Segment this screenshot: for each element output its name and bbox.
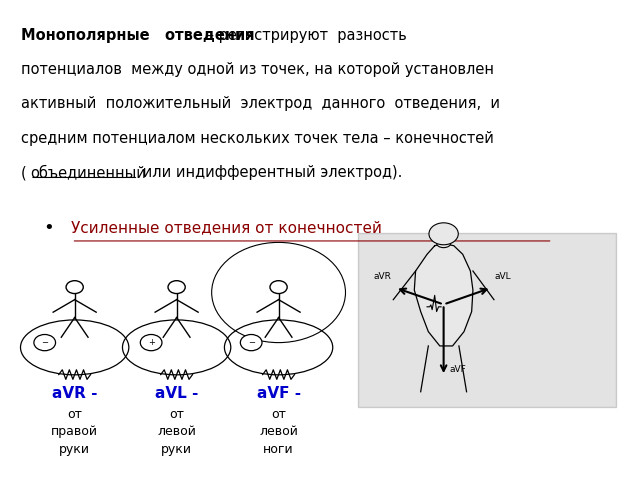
Text: aVR -: aVR - <box>52 385 97 400</box>
Text: или индифферентный электрод).: или индифферентный электрод). <box>138 165 403 180</box>
Circle shape <box>34 335 56 351</box>
Text: средним потенциалом нескольких точек тела – конечностей: средним потенциалом нескольких точек тел… <box>20 131 493 146</box>
Text: (: ( <box>20 165 26 180</box>
Text: aVL -: aVL - <box>155 385 198 400</box>
Text: потенциалов  между одной из точек, на которой установлен: потенциалов между одной из точек, на кот… <box>20 62 493 77</box>
Text: Усиленные отведения от конечностей: Усиленные отведения от конечностей <box>72 221 382 236</box>
Text: aVF -: aVF - <box>257 385 301 400</box>
Text: – регистрируют  разность: – регистрируют разность <box>202 28 407 43</box>
Text: объединенный: объединенный <box>30 165 146 180</box>
Text: активный  положительный  электрод  данного  отведения,  и: активный положительный электрод данного … <box>20 96 499 111</box>
Text: •: • <box>43 219 54 237</box>
Circle shape <box>140 335 162 351</box>
Polygon shape <box>414 244 473 346</box>
Circle shape <box>429 223 458 245</box>
FancyBboxPatch shape <box>358 233 616 407</box>
Ellipse shape <box>436 239 451 248</box>
Text: +: + <box>148 338 155 347</box>
Circle shape <box>241 335 262 351</box>
Text: от
правой
руки: от правой руки <box>51 408 98 456</box>
Text: −: − <box>41 338 48 347</box>
Text: от
левой
ноги: от левой ноги <box>259 408 298 456</box>
Text: aVR: aVR <box>374 272 392 281</box>
Text: aVF: aVF <box>450 365 467 374</box>
Text: Монополярные   отведения: Монополярные отведения <box>20 28 254 43</box>
Text: aVL: aVL <box>495 272 511 281</box>
Text: −: − <box>248 338 255 347</box>
Text: от
левой
руки: от левой руки <box>157 408 196 456</box>
